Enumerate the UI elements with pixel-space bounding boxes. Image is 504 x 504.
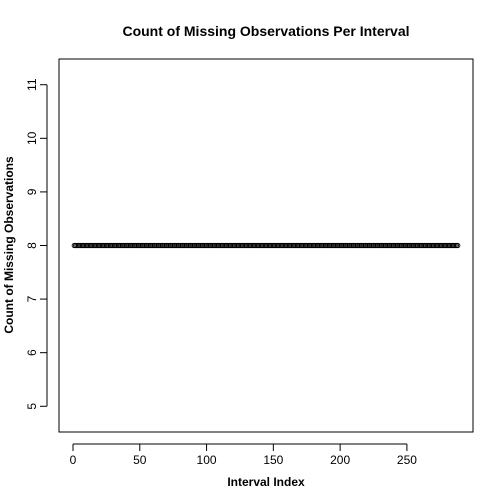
data-point (455, 242, 461, 249)
x-tick-label: 0 (70, 453, 77, 467)
chart-title: Count of Missing Observations Per Interv… (122, 23, 409, 39)
x-tick-label: 50 (133, 453, 147, 467)
y-tick-label: 6 (25, 349, 39, 356)
y-axis: 5 6 7 8 9 10 11 (25, 78, 48, 410)
x-tick-label: 250 (397, 453, 417, 467)
y-tick-label: 10 (25, 131, 39, 145)
y-tick-label: 5 (25, 403, 39, 410)
plot-area-frame (58, 58, 474, 433)
y-axis-label: Count of Missing Observations (2, 156, 16, 334)
y-tick-label: 8 (25, 242, 39, 249)
x-tick-label: 200 (330, 453, 350, 467)
y-tick-label: 9 (25, 188, 39, 195)
x-axis-label: Interval Index (227, 475, 305, 489)
y-tick-label: 7 (25, 295, 39, 302)
y-tick-label: 11 (25, 78, 39, 91)
x-tick-label: 150 (263, 453, 283, 467)
x-tick-label: 100 (197, 453, 217, 467)
x-axis: 0 50 100 150 200 250 (70, 443, 417, 467)
data-points (71, 242, 461, 249)
